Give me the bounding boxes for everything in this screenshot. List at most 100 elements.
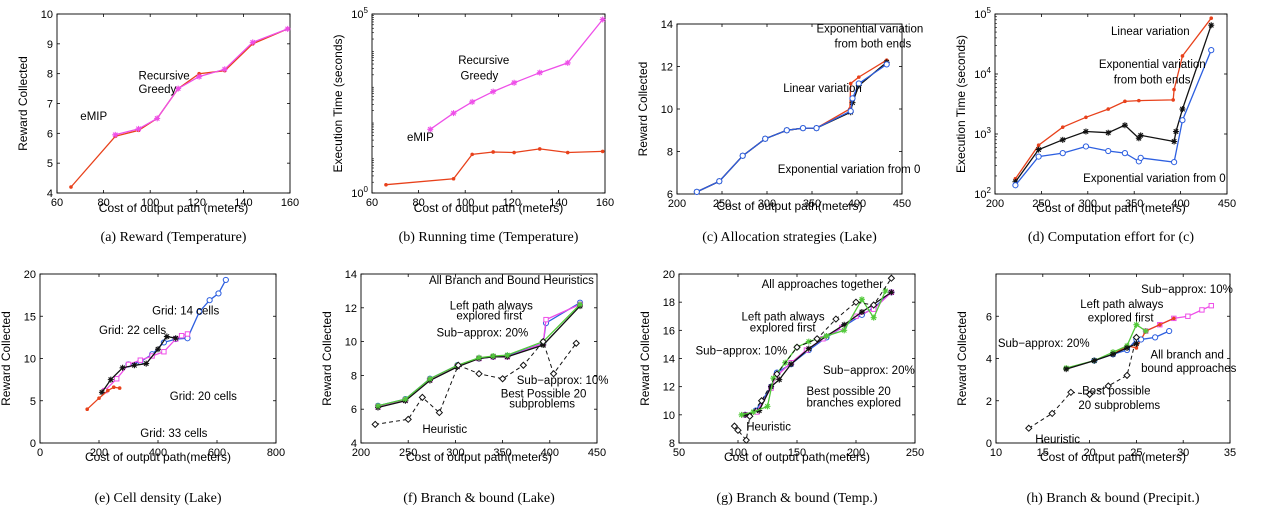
- y-tick-label: 10: [663, 410, 675, 422]
- data-point: [848, 81, 853, 86]
- data-point: [1208, 22, 1215, 29]
- annotation: Grid: 14 cells: [152, 306, 219, 318]
- data-point: [135, 125, 142, 132]
- data-point: [475, 370, 483, 378]
- data-point: [196, 73, 203, 80]
- data-point: [537, 147, 542, 151]
- series-line: [1014, 24, 1212, 183]
- data-point: [1133, 321, 1140, 328]
- x-tick-label: 350: [493, 447, 511, 459]
- series-line: [429, 19, 604, 130]
- annotation: Left path always: [1080, 299, 1163, 311]
- annotation: Left path always: [742, 311, 825, 323]
- data-point: [734, 426, 742, 435]
- data-point: [221, 66, 228, 73]
- data-point: [783, 127, 790, 134]
- x-tick-label: 25: [1130, 447, 1142, 459]
- data-point: [858, 309, 865, 316]
- data-point: [184, 331, 191, 337]
- data-point: [196, 308, 203, 316]
- annotation: All branch and: [1150, 350, 1224, 362]
- data-point: [1082, 128, 1089, 135]
- data-point: [1012, 182, 1019, 189]
- chart-panel-4: 200 250 300 350 400 450 102 103 104 105 Cost of ou…: [954, 6, 1236, 245]
- annotation: Best Possible 20: [501, 388, 587, 400]
- y-tick-label: 20: [24, 269, 36, 281]
- annotation: Exponential variation from 0: [1083, 173, 1226, 185]
- x-tick-label: 100: [456, 197, 474, 209]
- x-tick-label: 450: [1218, 198, 1236, 210]
- data-point: [107, 376, 114, 383]
- data-point: [1105, 147, 1112, 155]
- data-point: [1063, 366, 1070, 373]
- data-point: [163, 333, 170, 340]
- annotation: branches explored: [806, 397, 901, 409]
- data-point: [1137, 132, 1144, 139]
- data-point: [1172, 87, 1176, 92]
- x-axis-label: Cost of output path (meters): [1036, 201, 1185, 215]
- y-tick-label: 9: [47, 39, 53, 51]
- plot-frame: [39, 273, 277, 444]
- y-tick-label: 14: [661, 19, 673, 31]
- data-point: [1059, 150, 1066, 157]
- y-tick-label: 7: [47, 99, 53, 111]
- data-point: [404, 415, 412, 424]
- x-tick-label: 450: [588, 447, 606, 459]
- data-point: [284, 25, 291, 32]
- data-point: [887, 274, 896, 282]
- x-tick-label: 250: [713, 198, 731, 210]
- data-point: [490, 352, 497, 359]
- data-point: [1171, 159, 1178, 166]
- data-point: [762, 135, 769, 142]
- data-point: [572, 339, 580, 347]
- series-exponential-variation-from-0: [693, 61, 890, 195]
- x-tick-label: 100: [729, 447, 747, 459]
- annotation: Sub−approx: 10%: [1141, 284, 1233, 296]
- y-axis-label: Reward Collected: [638, 311, 652, 406]
- data-point: [1133, 340, 1140, 347]
- x-tick-label: 600: [208, 447, 226, 459]
- data-point: [1121, 150, 1129, 157]
- data-point: [757, 397, 766, 405]
- data-point: [1137, 336, 1145, 343]
- data-point: [154, 115, 161, 122]
- y-tick-label: 10: [661, 104, 673, 116]
- annotation: eMIP: [407, 132, 434, 144]
- y-tick-label: 16: [663, 325, 675, 337]
- series-emip: [69, 27, 290, 189]
- data-point: [1085, 390, 1094, 399]
- x-tick-label: 60: [366, 197, 378, 209]
- series-line: [744, 291, 892, 416]
- y-tick-label: 10: [24, 354, 36, 366]
- x-tick-label: 120: [503, 197, 521, 209]
- data-point: [143, 360, 150, 367]
- plot-frame: [371, 13, 606, 194]
- data-point: [730, 422, 739, 430]
- y-tick-label: 8: [669, 438, 675, 450]
- annotation: Linear variation: [1111, 26, 1190, 38]
- y-tick-label: 0: [30, 438, 36, 450]
- data-point: [543, 316, 549, 323]
- x-tick-label: 450: [893, 198, 911, 210]
- annotation: Sub−approx: 10%: [696, 345, 788, 357]
- data-point: [1121, 122, 1128, 129]
- data-point: [131, 362, 138, 369]
- data-point: [114, 376, 120, 382]
- data-point: [813, 335, 821, 343]
- y-tick-label: 6: [47, 128, 53, 140]
- annotation: Sub−approx: 10%: [517, 375, 609, 387]
- annotation: Greedy: [139, 84, 177, 96]
- annotation: Heuristic: [422, 424, 467, 436]
- data-point: [773, 370, 781, 378]
- annotation: Sub−approx: 20%: [823, 365, 915, 377]
- y-tick-label: 4: [986, 354, 992, 366]
- data-point: [1067, 388, 1075, 397]
- data-point: [476, 354, 482, 361]
- data-point: [178, 332, 185, 339]
- x-tick-label: 60: [51, 197, 63, 209]
- data-point: [1166, 327, 1173, 335]
- x-tick-label: 200: [668, 198, 686, 210]
- annotation: Greedy: [461, 70, 499, 82]
- data-point: [1152, 334, 1159, 341]
